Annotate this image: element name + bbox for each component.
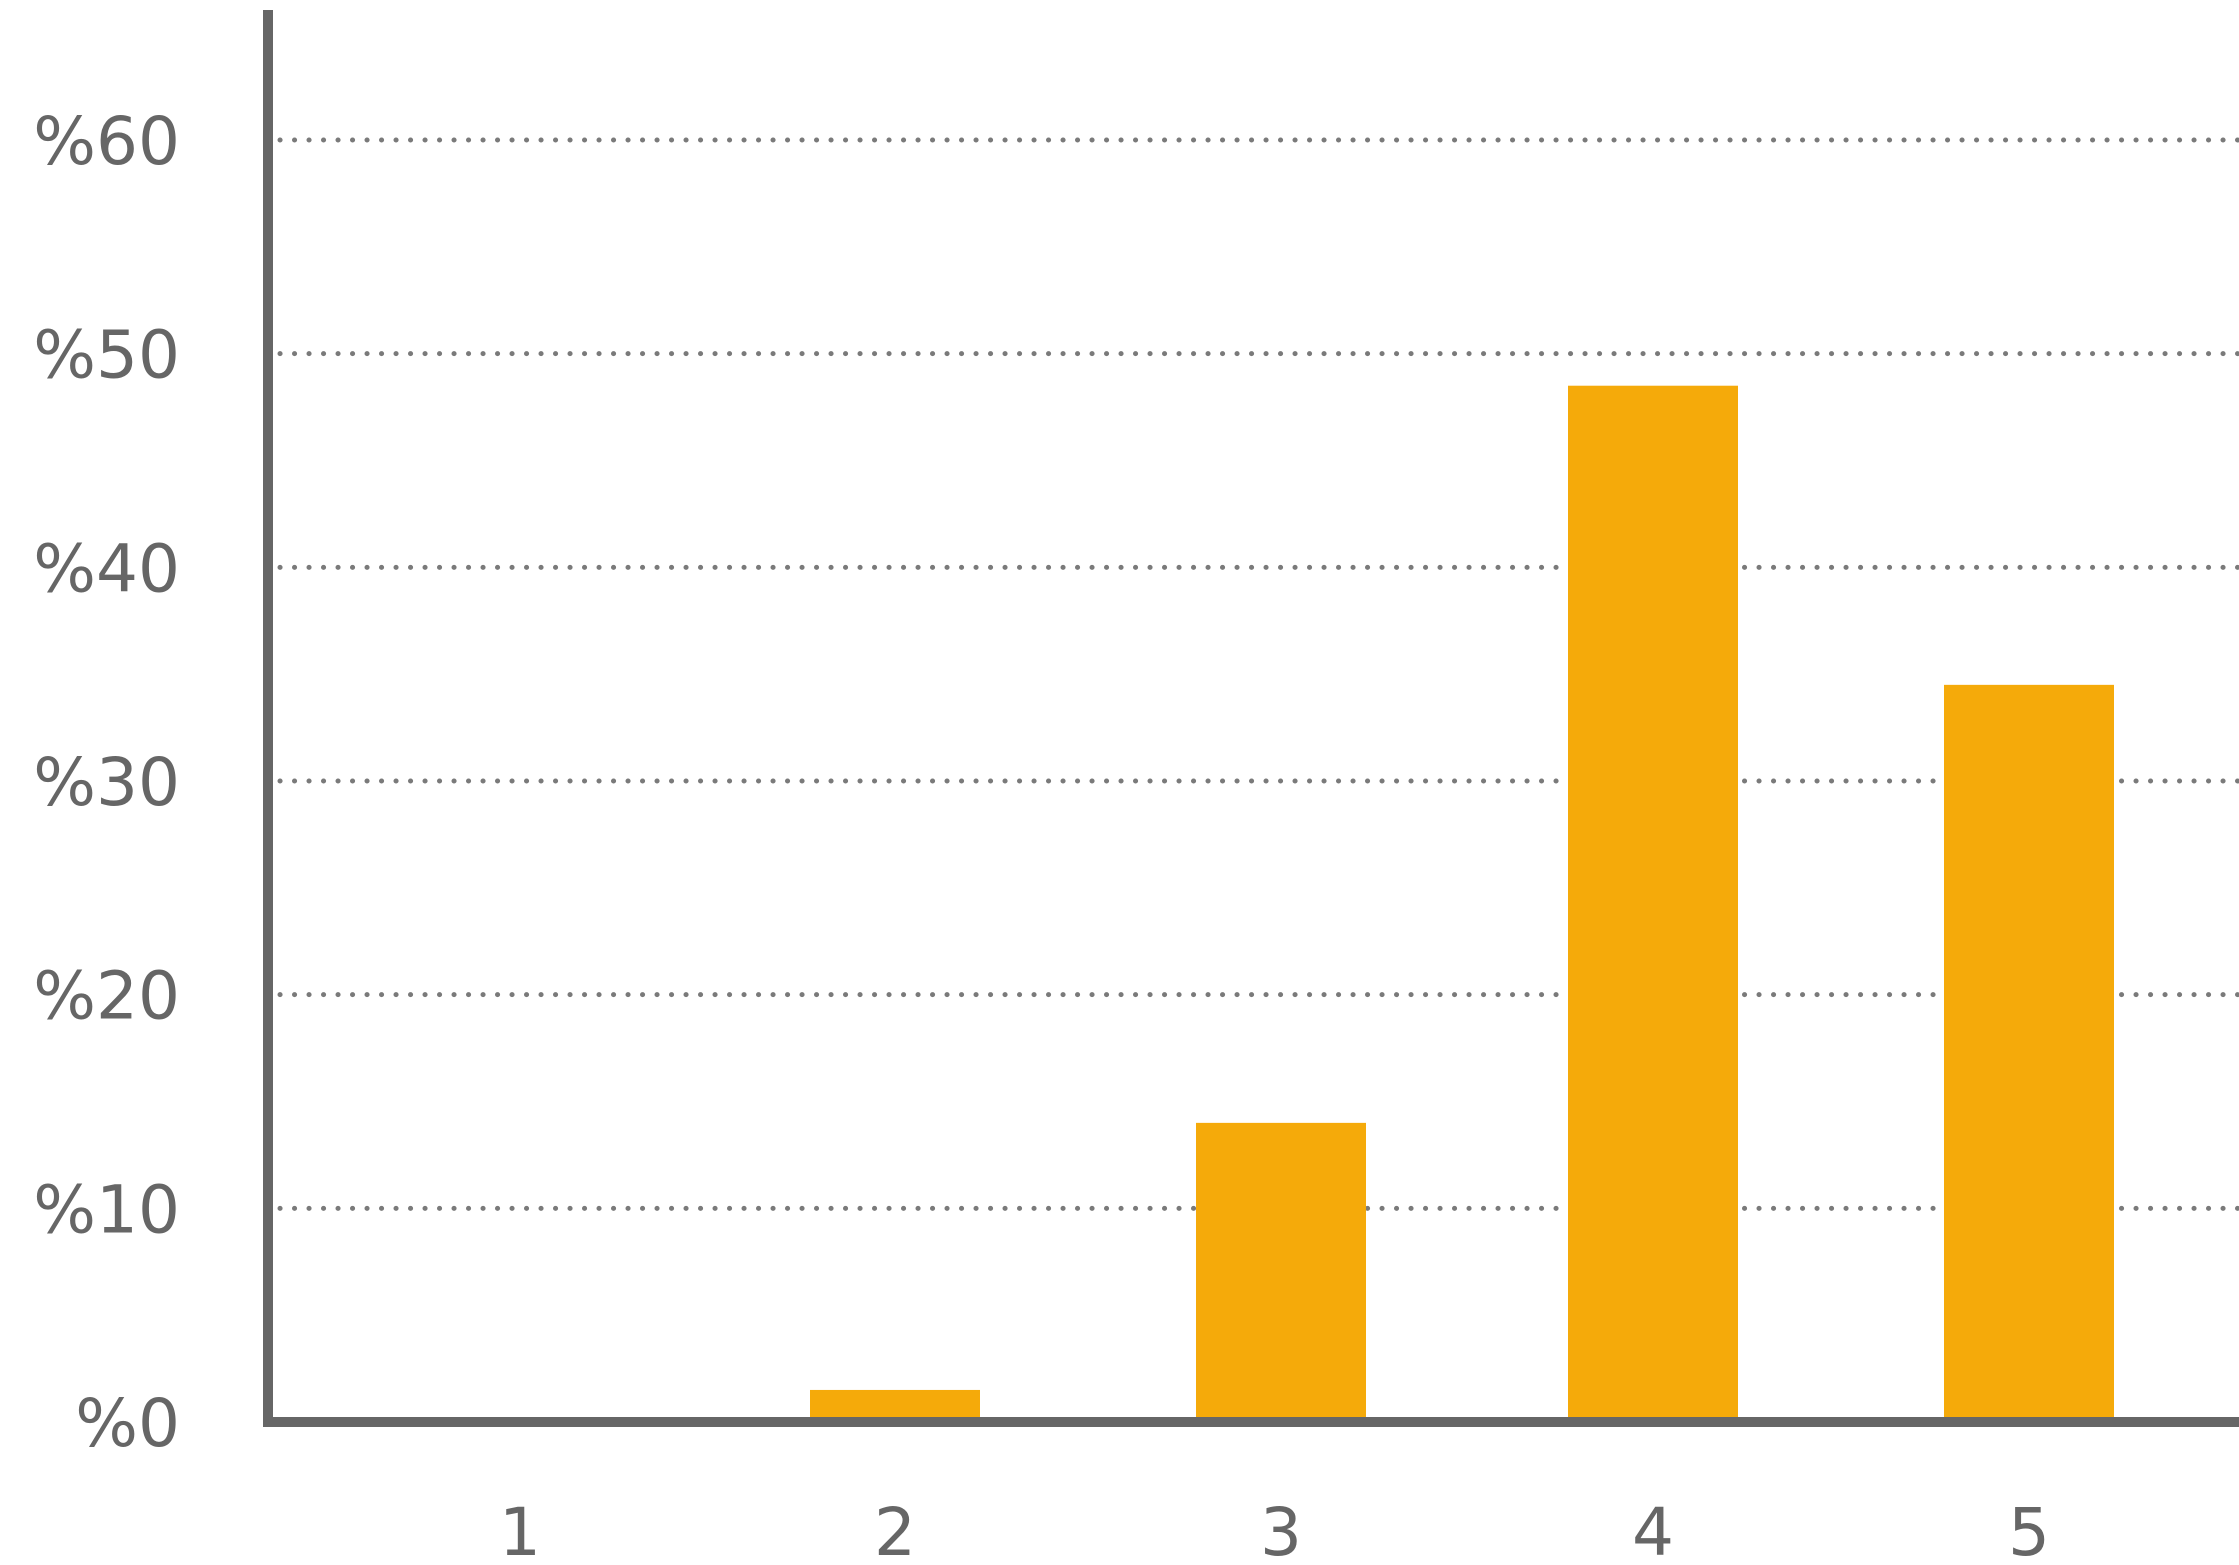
axes [263,10,2239,1427]
bar-5 [1944,684,2114,1422]
bar-3 [1196,1122,1366,1422]
y-tick-label-30: %30 [33,744,180,821]
y-tick-label-60: %60 [33,103,180,180]
bar-2 [810,1389,980,1422]
x-tick-label-5: 5 [2008,1494,2050,1565]
y-tick-labels: %0 %10 %20 %30 %40 %50 %60 [33,103,180,1462]
x-tick-label-1: 1 [499,1494,541,1565]
y-tick-label-0: %0 [75,1385,180,1462]
y-tick-label-20: %20 [33,958,180,1035]
y-tick-label-10: %10 [33,1171,180,1248]
x-tick-label-2: 2 [874,1494,916,1565]
x-tick-label-3: 3 [1260,1494,1302,1565]
bar-4 [1568,385,1738,1422]
y-tick-label-50: %50 [33,317,180,394]
bars [810,385,2114,1422]
x-tick-label-4: 4 [1632,1494,1674,1565]
y-tick-label-40: %40 [33,530,180,607]
x-tick-labels: 1 2 3 4 5 [499,1494,2050,1565]
